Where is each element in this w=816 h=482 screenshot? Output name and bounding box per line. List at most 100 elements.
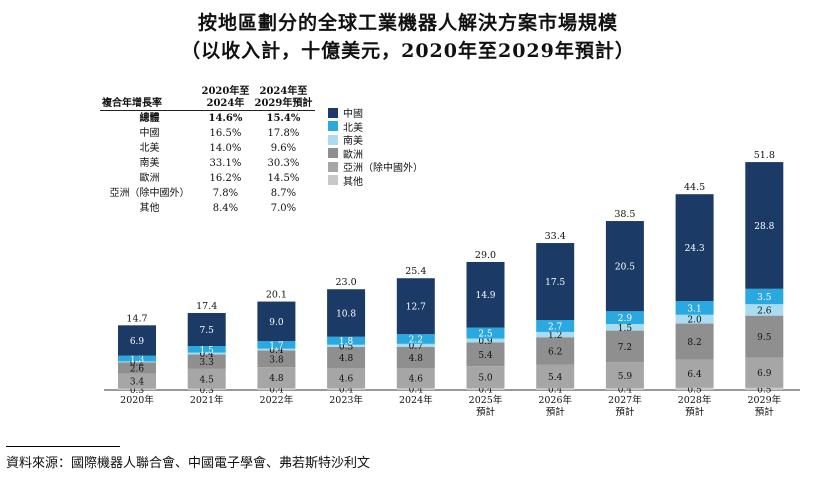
category-label: 2023年 bbox=[329, 394, 363, 406]
source-divider bbox=[6, 446, 120, 447]
legend-item: 歐洲 bbox=[328, 147, 423, 161]
category-label: 2027年 bbox=[608, 394, 642, 406]
legend-label: 北美 bbox=[343, 122, 363, 134]
segment-label: 0.4 bbox=[269, 346, 284, 356]
bar-segment bbox=[396, 388, 435, 390]
growth-header-col1: 2020年至 2024年 bbox=[201, 86, 250, 109]
segment-label: 28.8 bbox=[754, 222, 774, 232]
total-label: 17.4 bbox=[196, 301, 217, 312]
growth-rate-value: 15.4% bbox=[266, 113, 301, 124]
growth-rate-value: 16.5% bbox=[209, 128, 242, 139]
legend-swatch bbox=[328, 161, 338, 172]
segment-label: 6.2 bbox=[548, 347, 562, 357]
growth-rate-value: 16.2% bbox=[209, 173, 242, 184]
legend-label: 其他 bbox=[343, 176, 363, 188]
legend-item: 其他 bbox=[328, 174, 423, 188]
growth-rate-value: 33.1% bbox=[209, 158, 242, 169]
segment-label: 0.4 bbox=[409, 386, 424, 396]
growth-region-label: 總體 bbox=[139, 113, 160, 124]
bar-segment bbox=[118, 373, 156, 389]
bar-segment bbox=[327, 289, 366, 337]
bar-segment bbox=[675, 301, 714, 315]
total-label: 38.5 bbox=[614, 209, 635, 220]
segment-label: 3.8 bbox=[269, 355, 284, 365]
legend-label: 中國 bbox=[343, 109, 363, 121]
segment-label: 17.5 bbox=[545, 278, 565, 288]
growth-row: 中國 16.5% 17.8% bbox=[100, 126, 315, 141]
growth-row: 南美 33.1% 30.3% bbox=[100, 156, 315, 171]
bar-segment bbox=[257, 350, 296, 368]
growth-region-label: 中國 bbox=[139, 128, 160, 139]
segment-label: 3.3 bbox=[200, 358, 215, 368]
segment-label: 0.9 bbox=[478, 337, 493, 347]
category-label: 2021年 bbox=[190, 394, 224, 406]
segment-label: 0.4 bbox=[618, 386, 633, 396]
segment-label: 0.4 bbox=[548, 386, 563, 396]
bar-segment bbox=[327, 344, 366, 347]
total-label: 14.7 bbox=[126, 313, 147, 324]
growth-header-label: 複合年增長率 bbox=[102, 98, 162, 109]
bar-segment bbox=[605, 311, 644, 324]
segment-label: 5.4 bbox=[548, 373, 563, 383]
bar-segment bbox=[118, 361, 156, 363]
legend-swatch bbox=[328, 148, 338, 159]
segment-label: 1.3 bbox=[130, 355, 145, 365]
segment-label: 2.6 bbox=[757, 306, 772, 316]
segment-label: 1.5 bbox=[618, 324, 633, 334]
bar-segment bbox=[675, 314, 714, 324]
bar-segment bbox=[466, 366, 505, 389]
legend-label: 歐洲 bbox=[343, 149, 363, 161]
growth-rate-value: 17.8% bbox=[267, 128, 300, 139]
segment-label: 4.5 bbox=[200, 375, 215, 385]
growth-rate-table: 複合年增長率 2020年至 2024年 2024年至 2029年預計 總體 14.6%… bbox=[100, 86, 315, 216]
bar-segment bbox=[187, 352, 226, 355]
growth-region-label: 亞洲（除中國外） bbox=[109, 188, 190, 199]
segment-label: 3.4 bbox=[130, 378, 145, 388]
bar-segment bbox=[466, 327, 505, 339]
legend-label: 亞洲（除中國外） bbox=[343, 163, 423, 175]
segment-label: 4.8 bbox=[409, 354, 424, 364]
total-label: 20.1 bbox=[266, 290, 287, 301]
bar-segment bbox=[605, 221, 644, 312]
segment-label: 2.9 bbox=[618, 314, 633, 324]
bar-segment bbox=[605, 324, 644, 331]
segment-label: 1.2 bbox=[548, 331, 562, 341]
growth-rate-value: 30.3% bbox=[267, 158, 300, 169]
bar-segment bbox=[466, 261, 505, 328]
bar-segment bbox=[536, 331, 575, 338]
segment-label: 5.0 bbox=[478, 374, 493, 384]
segment-label: 14.9 bbox=[475, 291, 495, 301]
bar-segment bbox=[257, 388, 296, 390]
bar-segment bbox=[605, 388, 644, 390]
bar-segment bbox=[536, 320, 575, 332]
legend-label: 南美 bbox=[343, 136, 363, 148]
bar-segment bbox=[327, 368, 366, 389]
segment-label: 4.6 bbox=[409, 375, 424, 385]
bar-segment bbox=[605, 362, 644, 389]
bar-segment bbox=[187, 388, 226, 390]
chart-title: 按地區劃分的全球工業機器人解決方案市場規模 bbox=[197, 12, 618, 34]
growth-rate-value: 14.0% bbox=[209, 143, 242, 154]
bar-segment bbox=[745, 357, 784, 388]
category-label: 預計 bbox=[476, 406, 496, 418]
bar-segment bbox=[118, 325, 156, 356]
segment-label: 0.5 bbox=[757, 385, 772, 395]
bar-segment bbox=[745, 162, 784, 289]
total-label: 23.0 bbox=[336, 277, 357, 288]
bar-segment bbox=[745, 288, 784, 305]
bar-segment bbox=[118, 362, 156, 374]
segment-label: 7.5 bbox=[200, 326, 215, 336]
growth-rate-value: 8.4% bbox=[212, 203, 239, 214]
segment-label: 0.5 bbox=[339, 342, 354, 352]
bar-segment bbox=[327, 336, 366, 345]
segment-label: 0.4 bbox=[478, 386, 493, 396]
total-label: 33.4 bbox=[545, 231, 566, 242]
growth-rate-value: 7.8% bbox=[212, 188, 239, 199]
bar-segment bbox=[396, 334, 435, 344]
segment-label: 2.6 bbox=[130, 365, 145, 375]
bar-segment bbox=[118, 355, 156, 362]
bar-segment bbox=[745, 304, 784, 316]
segment-label: 4.8 bbox=[339, 354, 354, 364]
segment-label: 1.8 bbox=[339, 337, 354, 347]
bar-segment bbox=[187, 346, 226, 353]
